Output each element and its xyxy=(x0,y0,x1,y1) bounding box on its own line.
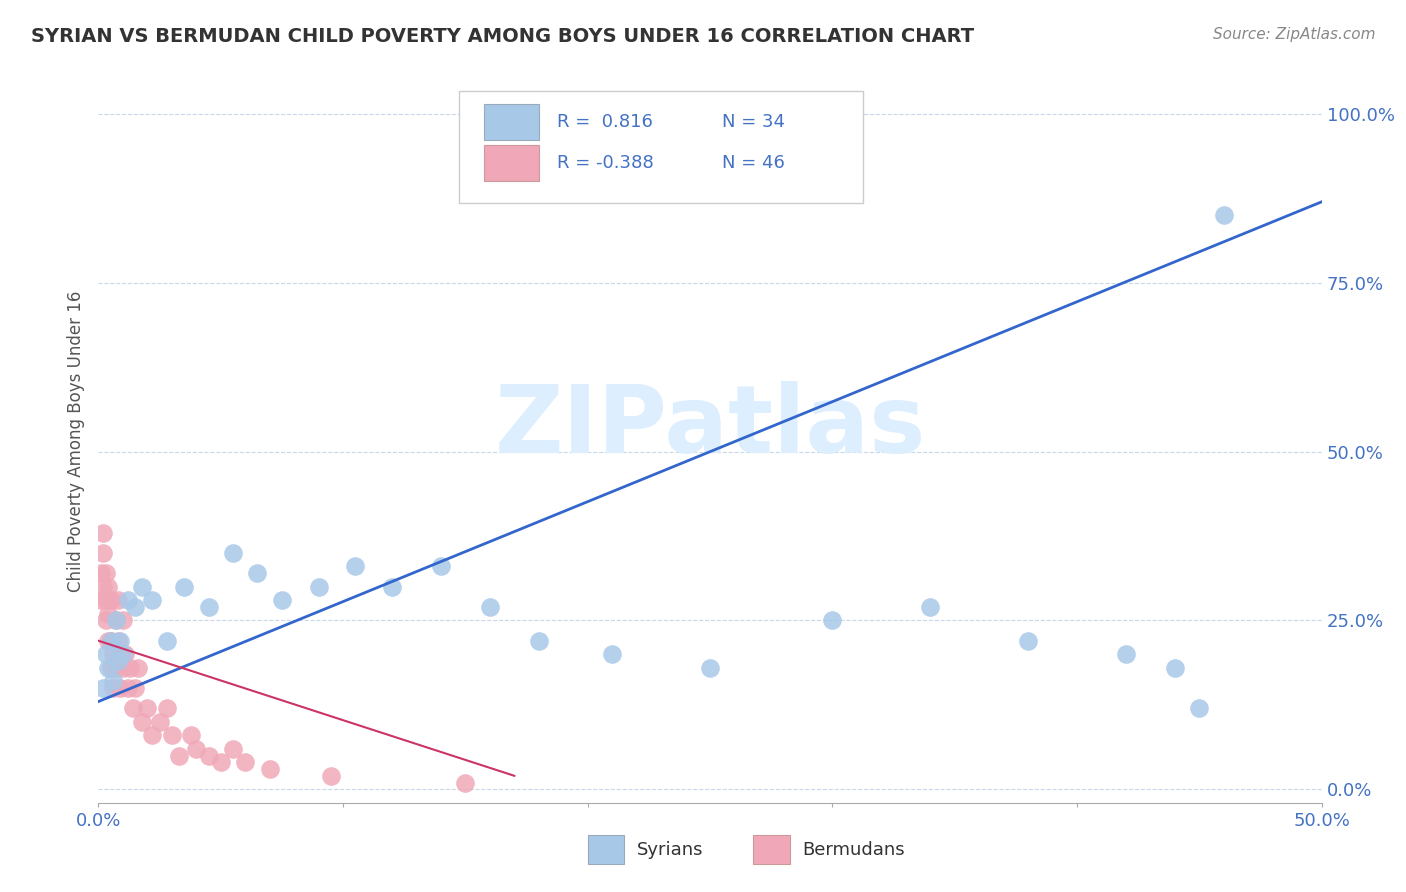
Point xyxy=(117,681,139,695)
Point xyxy=(111,614,134,628)
Point xyxy=(120,661,142,675)
Point xyxy=(100,593,122,607)
Point xyxy=(136,701,159,715)
Point xyxy=(94,647,117,661)
Point xyxy=(1017,633,1039,648)
Point xyxy=(478,599,501,614)
Point xyxy=(107,593,129,607)
Point xyxy=(156,633,179,648)
Point xyxy=(156,701,179,715)
Point xyxy=(233,756,256,770)
Point xyxy=(111,661,134,675)
Point xyxy=(821,614,844,628)
Point xyxy=(94,614,117,628)
Point xyxy=(454,775,477,789)
Point xyxy=(91,525,114,540)
Point xyxy=(91,580,114,594)
Point xyxy=(141,593,163,607)
Point xyxy=(124,599,146,614)
Point xyxy=(1212,208,1234,222)
Point xyxy=(104,614,127,628)
Point xyxy=(101,647,124,661)
Point xyxy=(308,580,330,594)
Point xyxy=(527,633,550,648)
Point xyxy=(600,647,623,661)
Y-axis label: Child Poverty Among Boys Under 16: Child Poverty Among Boys Under 16 xyxy=(66,291,84,592)
Text: R =  0.816: R = 0.816 xyxy=(557,113,652,131)
Text: N = 34: N = 34 xyxy=(723,113,786,131)
Point xyxy=(149,714,172,729)
Point xyxy=(1188,701,1211,715)
Point xyxy=(381,580,404,594)
Point xyxy=(173,580,195,594)
Point xyxy=(141,728,163,742)
Point xyxy=(180,728,202,742)
Point xyxy=(920,599,942,614)
Point xyxy=(97,580,120,594)
Point xyxy=(209,756,232,770)
Point xyxy=(110,647,132,661)
Point xyxy=(90,593,112,607)
Text: Source: ZipAtlas.com: Source: ZipAtlas.com xyxy=(1212,27,1375,42)
Point xyxy=(110,633,132,648)
Point xyxy=(104,614,127,628)
Text: Bermudans: Bermudans xyxy=(801,841,904,859)
Point xyxy=(100,633,122,648)
Point xyxy=(100,633,122,648)
Point xyxy=(107,654,129,668)
Point xyxy=(131,580,153,594)
Point xyxy=(97,633,120,648)
Text: N = 46: N = 46 xyxy=(723,154,785,172)
FancyBboxPatch shape xyxy=(484,145,538,181)
Point xyxy=(107,633,129,648)
Point xyxy=(101,681,124,695)
Text: ZIPatlas: ZIPatlas xyxy=(495,381,925,473)
Point xyxy=(319,769,342,783)
Point xyxy=(111,647,134,661)
Point xyxy=(160,728,183,742)
Point xyxy=(197,748,219,763)
FancyBboxPatch shape xyxy=(752,835,790,864)
Point xyxy=(167,748,190,763)
Point xyxy=(1164,661,1187,675)
Point xyxy=(1115,647,1137,661)
Point xyxy=(94,566,117,581)
Point xyxy=(131,714,153,729)
Point xyxy=(110,681,132,695)
Point xyxy=(186,741,208,756)
Point xyxy=(114,647,136,661)
Point xyxy=(117,593,139,607)
Point xyxy=(90,566,112,581)
Point xyxy=(101,674,124,689)
Point xyxy=(259,762,281,776)
Point xyxy=(270,593,294,607)
FancyBboxPatch shape xyxy=(460,91,863,203)
Point xyxy=(197,599,219,614)
Point xyxy=(91,546,114,560)
Text: Syrians: Syrians xyxy=(637,841,703,859)
Point xyxy=(121,701,143,715)
Text: R = -0.388: R = -0.388 xyxy=(557,154,654,172)
Point xyxy=(97,607,120,621)
FancyBboxPatch shape xyxy=(588,835,624,864)
Point xyxy=(127,661,149,675)
Point xyxy=(246,566,269,581)
Point xyxy=(124,681,146,695)
Point xyxy=(699,661,721,675)
Point xyxy=(91,681,114,695)
Point xyxy=(94,593,117,607)
Point xyxy=(430,559,453,574)
Point xyxy=(344,559,367,574)
Point xyxy=(97,661,120,675)
Point xyxy=(222,741,245,756)
FancyBboxPatch shape xyxy=(484,104,538,140)
Text: SYRIAN VS BERMUDAN CHILD POVERTY AMONG BOYS UNDER 16 CORRELATION CHART: SYRIAN VS BERMUDAN CHILD POVERTY AMONG B… xyxy=(31,27,974,45)
Point xyxy=(104,661,127,675)
Point xyxy=(100,661,122,675)
Point xyxy=(222,546,245,560)
